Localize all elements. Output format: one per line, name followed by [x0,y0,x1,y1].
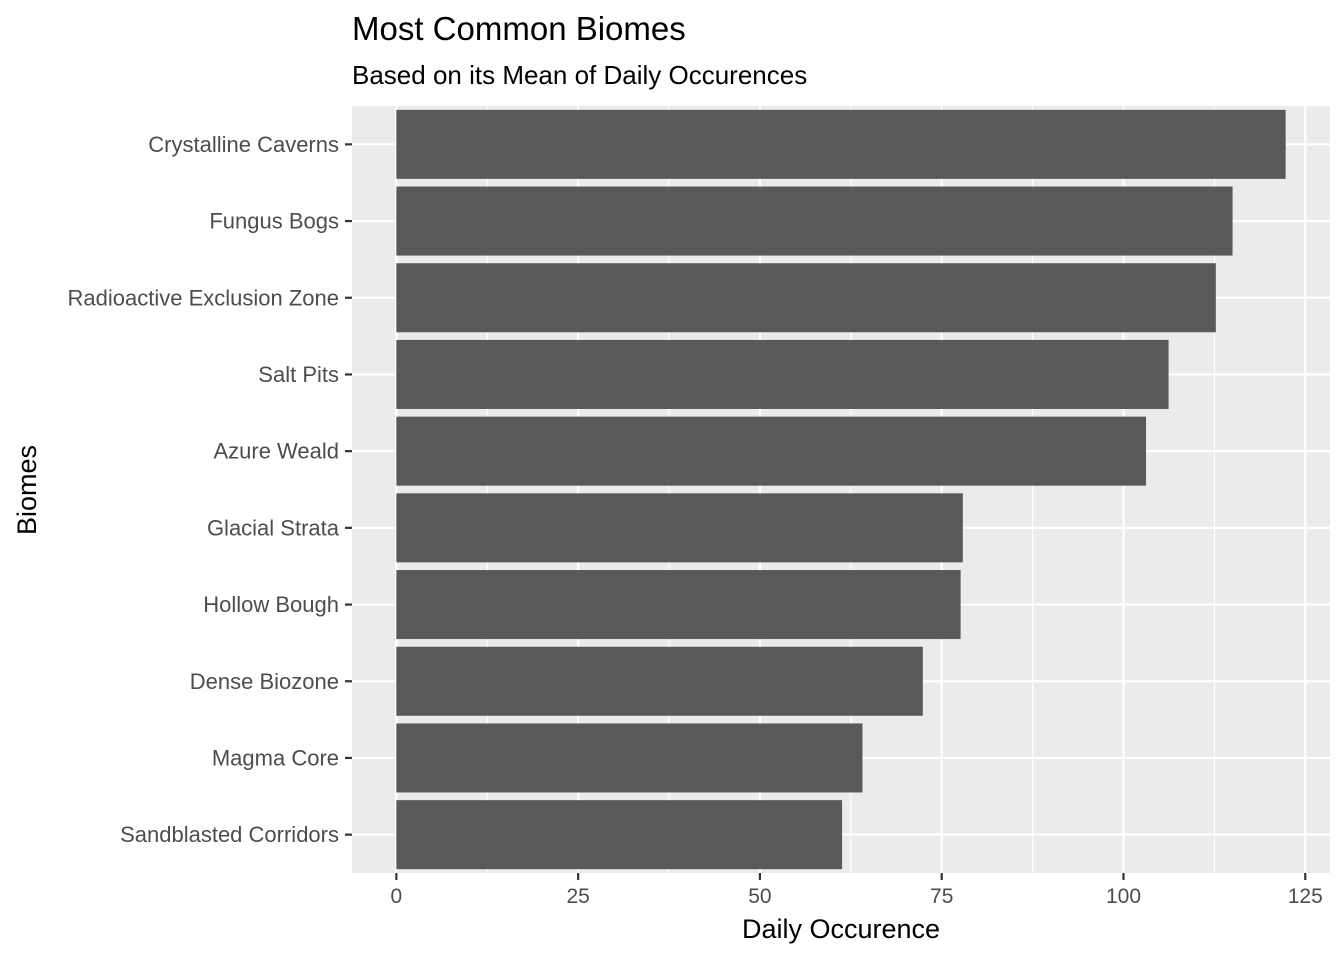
y-tick-label: Hollow Bough [203,592,339,617]
y-tick-label: Sandblasted Corridors [120,822,339,847]
bar [396,109,1286,179]
y-tick-label: Azure Weald [213,439,339,464]
x-axis: 0 25 50 75 100 125 [391,873,1323,908]
bar [396,493,963,563]
bar [396,570,961,640]
y-axis-title: Biomes [12,445,42,535]
y-tick-label: Glacial Strata [207,515,340,540]
y-tick-label: Fungus Bogs [209,209,339,234]
y-tick-label: Dense Biozone [190,669,339,694]
bar [396,646,923,716]
bar [396,800,843,870]
y-tick-label: Crystalline Caverns [148,132,339,157]
chart-title: Most Common Biomes [352,10,686,47]
x-tick-label: 25 [566,885,589,908]
bars [396,109,1286,870]
x-axis-title: Daily Occurence [742,914,940,944]
bar [396,339,1169,409]
x-tick-label: 125 [1288,885,1323,908]
y-tick-label: Radioactive Exclusion Zone [68,285,339,310]
y-tick-label: Magma Core [212,745,339,770]
x-tick-label: 75 [930,885,953,908]
y-axis: Crystalline Caverns Fungus Bogs Radioactiv… [68,132,352,847]
y-tick-label: Salt Pits [258,362,339,387]
bar [396,186,1233,256]
x-tick-label: 0 [391,885,403,908]
chart-subtitle: Based on its Mean of Daily Occurences [352,60,807,90]
x-tick-label: 100 [1106,885,1141,908]
bar [396,263,1216,333]
bar [396,416,1147,486]
bar [396,723,863,793]
x-tick-label: 50 [748,885,771,908]
